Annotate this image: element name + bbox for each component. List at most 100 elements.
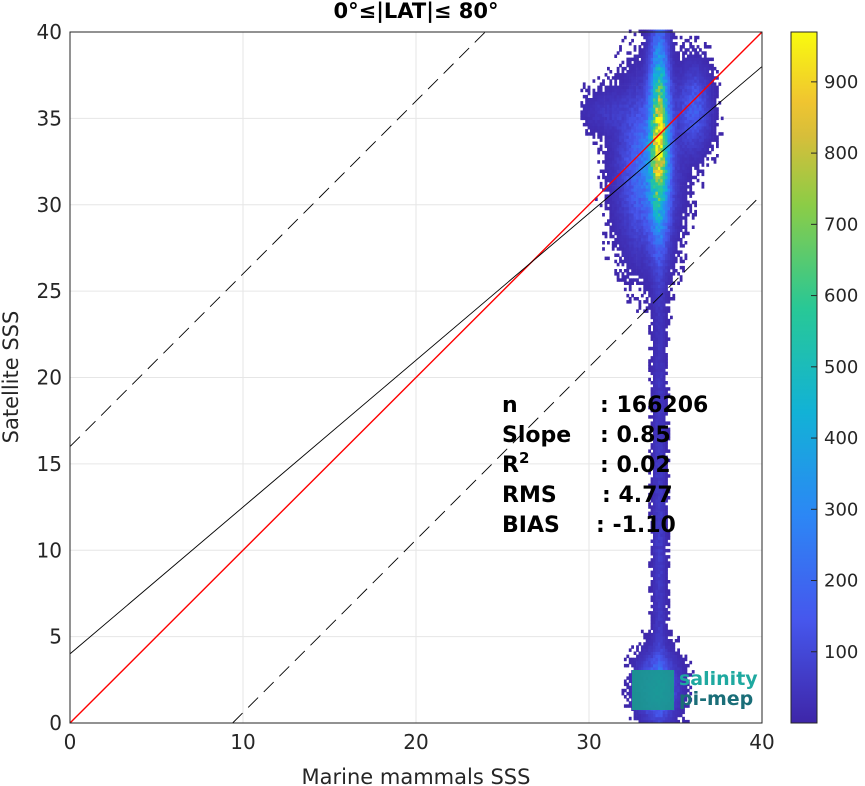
- heatmap-cell: [650, 178, 654, 183]
- heatmap-cell: [667, 169, 671, 173]
- heatmap-cell: [628, 63, 632, 68]
- heatmap-cell: [650, 104, 654, 108]
- heatmap-cell: [716, 154, 719, 158]
- logo-mark: [632, 670, 674, 710]
- heatmap-cell: [696, 160, 700, 164]
- heatmap-cell: [631, 253, 634, 257]
- heatmap-cell: [657, 362, 661, 366]
- heatmap-cell: [674, 63, 678, 68]
- heatmap-cell: [657, 203, 661, 208]
- heatmap-cell: [670, 315, 673, 320]
- heatmap-cell: [660, 178, 664, 183]
- heatmap-cell: [662, 648, 666, 652]
- heatmap-cell: [679, 66, 683, 71]
- heatmap-cell: [623, 135, 627, 139]
- heatmap-cell: [660, 315, 664, 320]
- heatmap-cell: [653, 663, 656, 668]
- heatmap-cell: [655, 402, 659, 407]
- heatmap-cell: [590, 98, 593, 102]
- heatmap-cell: [631, 200, 634, 205]
- heatmap-cell: [691, 200, 695, 205]
- heatmap-cell: [611, 213, 615, 217]
- y-tick-4: 20: [37, 366, 62, 390]
- heatmap-cell: [657, 427, 661, 432]
- heatmap-cell: [703, 98, 707, 102]
- heatmap-cell: [682, 679, 685, 683]
- heatmap-cell: [660, 520, 664, 525]
- heatmap-cell: [691, 82, 695, 86]
- heatmap-cell: [657, 70, 661, 74]
- reference-lines: [69, 31, 763, 724]
- heatmap-cell: [677, 188, 680, 192]
- heatmap-cell: [665, 315, 668, 320]
- heatmap-cell: [662, 716, 666, 721]
- heatmap-cell: [684, 203, 688, 208]
- heatmap-cell: [667, 651, 671, 655]
- heatmap-cell: [653, 287, 656, 292]
- heatmap-cell: [623, 194, 627, 198]
- heatmap-cell: [689, 188, 693, 192]
- heatmap-cell: [716, 135, 719, 139]
- heatmap-cell: [650, 181, 654, 186]
- heatmap-cell: [645, 300, 649, 304]
- heatmap-cell: [616, 66, 620, 71]
- heatmap-cell: [665, 654, 668, 659]
- heatmap-cell: [657, 57, 661, 62]
- heatmap-cell: [677, 91, 680, 96]
- colorbar-tick-6: 700: [824, 214, 858, 235]
- heatmap-cell: [662, 234, 666, 239]
- heatmap-cell: [662, 657, 666, 662]
- heatmap-cell: [665, 461, 668, 466]
- heatmap-cell: [655, 297, 659, 301]
- heatmap-cell: [653, 499, 656, 503]
- heatmap-cell: [582, 82, 586, 86]
- heatmap-cell: [686, 132, 690, 136]
- heatmap-cell: [679, 701, 683, 705]
- heatmap-cell: [643, 269, 647, 273]
- heatmap-cell: [703, 63, 707, 68]
- heatmap-cell: [699, 54, 702, 58]
- heatmap-cell: [587, 126, 591, 130]
- heatmap-cell: [616, 225, 620, 229]
- heatmap-cell: [691, 73, 695, 77]
- heatmap-cell: [677, 122, 680, 127]
- heatmap-cell: [626, 157, 630, 161]
- heatmap-cell: [653, 533, 656, 537]
- heatmap-cell: [662, 353, 666, 357]
- heatmap-cell: [623, 35, 627, 40]
- heatmap-cell: [626, 70, 630, 74]
- heatmap-cell: [640, 197, 644, 201]
- heatmap-cell: [614, 237, 618, 242]
- heatmap-cell: [628, 132, 632, 136]
- heatmap-cell: [657, 415, 661, 419]
- stat-label-0: n: [502, 393, 518, 418]
- heatmap-cell: [626, 682, 630, 687]
- heatmap-cell: [619, 73, 622, 77]
- heatmap-cell: [619, 45, 622, 49]
- heatmap-cell: [650, 598, 654, 603]
- heatmap-cell: [665, 306, 668, 310]
- heatmap-cell: [633, 70, 637, 74]
- heatmap-cell: [602, 126, 605, 130]
- heatmap-cell: [597, 85, 601, 90]
- heatmap-cell: [585, 98, 588, 102]
- heatmap-cell: [711, 110, 714, 114]
- heatmap-cell: [643, 169, 647, 173]
- heatmap-cell: [607, 113, 610, 117]
- heatmap-cell: [665, 427, 668, 432]
- heatmap-cell: [674, 132, 678, 136]
- stat-label-4: BIAS: [502, 513, 560, 538]
- heatmap-cell: [640, 107, 644, 111]
- heatmap-cell: [638, 113, 642, 117]
- heatmap-cell: [616, 166, 620, 170]
- heatmap-cell: [614, 107, 618, 111]
- heatmap-cell: [662, 508, 666, 512]
- heatmap-cell: [667, 175, 671, 180]
- heatmap-cell: [628, 98, 632, 102]
- heatmap-cell: [599, 203, 603, 208]
- heatmap-cell: [667, 234, 671, 239]
- heatmap-cell: [660, 82, 664, 86]
- heatmap-cell: [689, 82, 693, 86]
- heatmap-cell: [655, 520, 659, 525]
